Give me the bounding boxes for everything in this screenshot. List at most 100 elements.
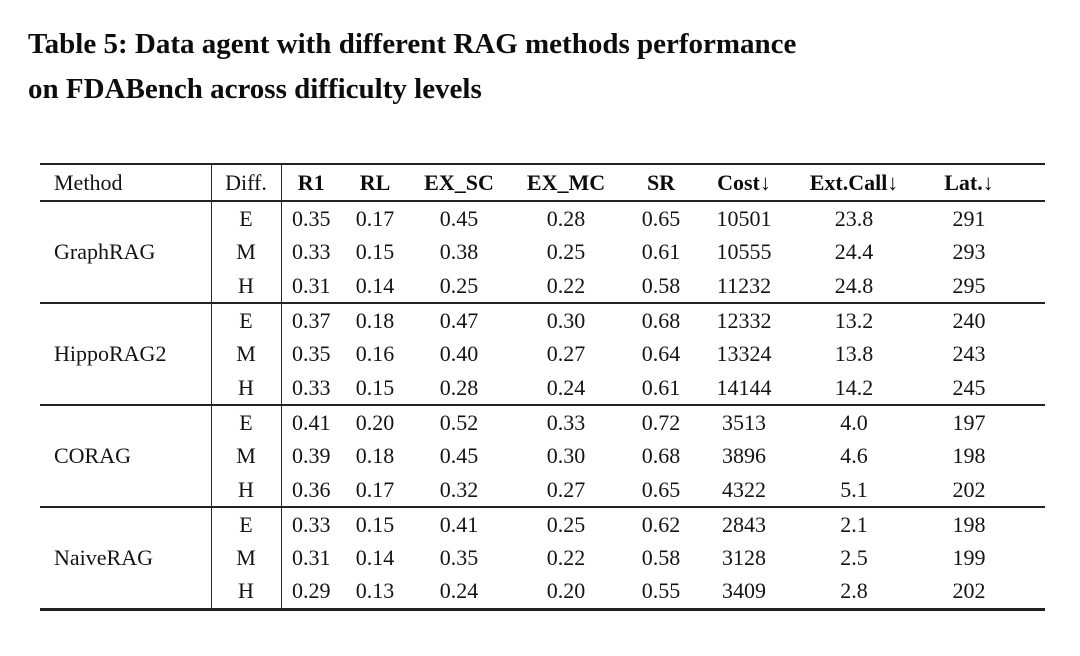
table-caption-line2: on FDABench across difficulty levels xyxy=(28,73,482,105)
value-cell: 202 xyxy=(952,578,986,604)
value-cell: 199 xyxy=(952,545,986,570)
value-cell: 0.22 xyxy=(546,545,586,570)
value-cell: 10555 xyxy=(716,239,772,264)
value-cell: 3409 xyxy=(722,578,766,604)
value-cell: 0.35 xyxy=(292,341,331,366)
value-cell: 0.30 xyxy=(546,443,586,468)
value-cell: 0.31 xyxy=(292,272,331,298)
value-cell: 0.25 xyxy=(509,506,623,541)
difficulty-cell: M xyxy=(211,439,282,473)
value-cell: 0.61 xyxy=(641,239,681,264)
value-cell: 0.25 xyxy=(439,272,479,298)
value-cell: 13324 xyxy=(716,341,772,366)
value-cell: 0.14 xyxy=(355,545,395,570)
difficulty-cell: E xyxy=(211,302,282,337)
value-cell: 0.72 xyxy=(623,404,699,439)
value-cell: 13.8 xyxy=(834,341,874,366)
value-cell: 0.33 xyxy=(281,506,341,541)
value-cell: 0.31 xyxy=(292,545,331,570)
value-cell: 0.37 xyxy=(281,302,341,337)
value-cell: 3513 xyxy=(699,404,789,439)
value-cell: 295 xyxy=(952,272,986,298)
difficulty-cell: M xyxy=(211,541,282,575)
value-cell: 0.38 xyxy=(439,239,479,264)
value-cell: 0.36 xyxy=(292,476,331,502)
value-cell: 4.6 xyxy=(840,443,868,468)
value-cell: 24.8 xyxy=(834,272,874,298)
value-cell: 13.2 xyxy=(789,302,919,337)
value-cell: 240 xyxy=(919,302,1045,337)
difficulty-cell: H xyxy=(211,269,282,303)
difficulty-cell: H xyxy=(211,473,282,507)
difficulty-cell: E xyxy=(211,200,282,235)
method-name-naiverag: NaiveRAG xyxy=(40,506,212,609)
value-cell: 0.14 xyxy=(355,272,395,298)
value-cell: 0.17 xyxy=(355,476,395,502)
value-cell: 202 xyxy=(952,476,986,502)
value-cell: 0.65 xyxy=(623,200,699,235)
value-cell: 0.15 xyxy=(355,239,395,264)
value-cell: 0.28 xyxy=(439,374,479,400)
table-caption: Table 5: Data agent with different RAG m… xyxy=(28,22,1058,112)
value-cell: 5.1 xyxy=(840,476,868,502)
value-cell: 0.61 xyxy=(641,374,681,400)
value-cell: 0.45 xyxy=(409,200,509,235)
col-header-ex-mc: EX_MC xyxy=(526,169,606,195)
value-cell: 197 xyxy=(919,404,1045,439)
value-cell: 10501 xyxy=(699,200,789,235)
value-cell: 0.27 xyxy=(546,341,586,366)
difficulty-cell: H xyxy=(211,575,282,609)
value-cell: 0.68 xyxy=(641,443,681,468)
value-cell: 245 xyxy=(952,374,986,400)
table-row: M 0.31 0.14 0.35 0.22 0.58 3128 2.5 199 xyxy=(40,541,1045,575)
difficulty-cell: M xyxy=(211,337,282,371)
table-row: M 0.33 0.15 0.38 0.25 0.61 10555 24.4 29… xyxy=(40,235,1045,269)
value-cell: 0.33 xyxy=(509,404,623,439)
value-cell: 0.18 xyxy=(355,443,395,468)
col-header-cost: Cost↓ xyxy=(717,169,771,195)
value-cell: 0.16 xyxy=(355,341,395,366)
header-row: Method Diff. R1 RL EX_SC EX_MC SR Cost↓ … xyxy=(40,164,1045,201)
value-cell: 23.8 xyxy=(789,200,919,235)
value-cell: 0.41 xyxy=(409,506,509,541)
value-cell: 0.68 xyxy=(623,302,699,337)
value-cell: 2.8 xyxy=(840,578,868,604)
value-cell: 0.52 xyxy=(409,404,509,439)
value-cell: 0.45 xyxy=(439,443,479,468)
method-name-graphrag: GraphRAG xyxy=(40,200,212,303)
col-header-rl: RL xyxy=(359,169,391,195)
value-cell: 0.62 xyxy=(623,506,699,541)
value-cell: 0.32 xyxy=(439,476,479,502)
col-header-sr: SR xyxy=(646,169,676,195)
table-row: HippoRAG2 E 0.37 0.18 0.47 0.30 0.68 123… xyxy=(40,302,1045,405)
value-cell: 0.20 xyxy=(546,578,586,604)
value-cell: 12332 xyxy=(699,302,789,337)
difficulty-cell: H xyxy=(211,371,282,405)
value-cell: 0.29 xyxy=(292,578,331,604)
value-cell: 14.2 xyxy=(834,374,874,400)
value-cell: 0.47 xyxy=(409,302,509,337)
value-cell: 0.33 xyxy=(292,374,331,400)
value-cell: 0.15 xyxy=(355,374,395,400)
value-cell: 0.39 xyxy=(292,443,331,468)
value-cell: 3896 xyxy=(722,443,766,468)
value-cell: 0.24 xyxy=(439,578,479,604)
col-header-r1: R1 xyxy=(297,169,325,195)
value-cell: 0.20 xyxy=(341,404,409,439)
value-cell: 3128 xyxy=(722,545,766,570)
col-header-ex-sc: EX_SC xyxy=(424,169,494,195)
results-table: Method Diff. R1 RL EX_SC EX_MC SR Cost↓ … xyxy=(40,163,1045,611)
value-cell: 0.28 xyxy=(509,200,623,235)
method-name-hipporag2: HippoRAG2 xyxy=(40,302,212,405)
table-row: NaiveRAG E 0.33 0.15 0.41 0.25 0.62 2843… xyxy=(40,506,1045,609)
value-cell: 291 xyxy=(919,200,1045,235)
value-cell: 24.4 xyxy=(834,239,874,264)
method-name-corag: CORAG xyxy=(40,404,212,507)
value-cell: 0.41 xyxy=(281,404,341,439)
value-cell: 198 xyxy=(952,443,986,468)
table-row: GraphRAG E 0.35 0.17 0.45 0.28 0.65 1050… xyxy=(40,200,1045,303)
value-cell: 0.35 xyxy=(439,545,479,570)
difficulty-cell: E xyxy=(211,404,282,439)
value-cell: 0.18 xyxy=(341,302,409,337)
